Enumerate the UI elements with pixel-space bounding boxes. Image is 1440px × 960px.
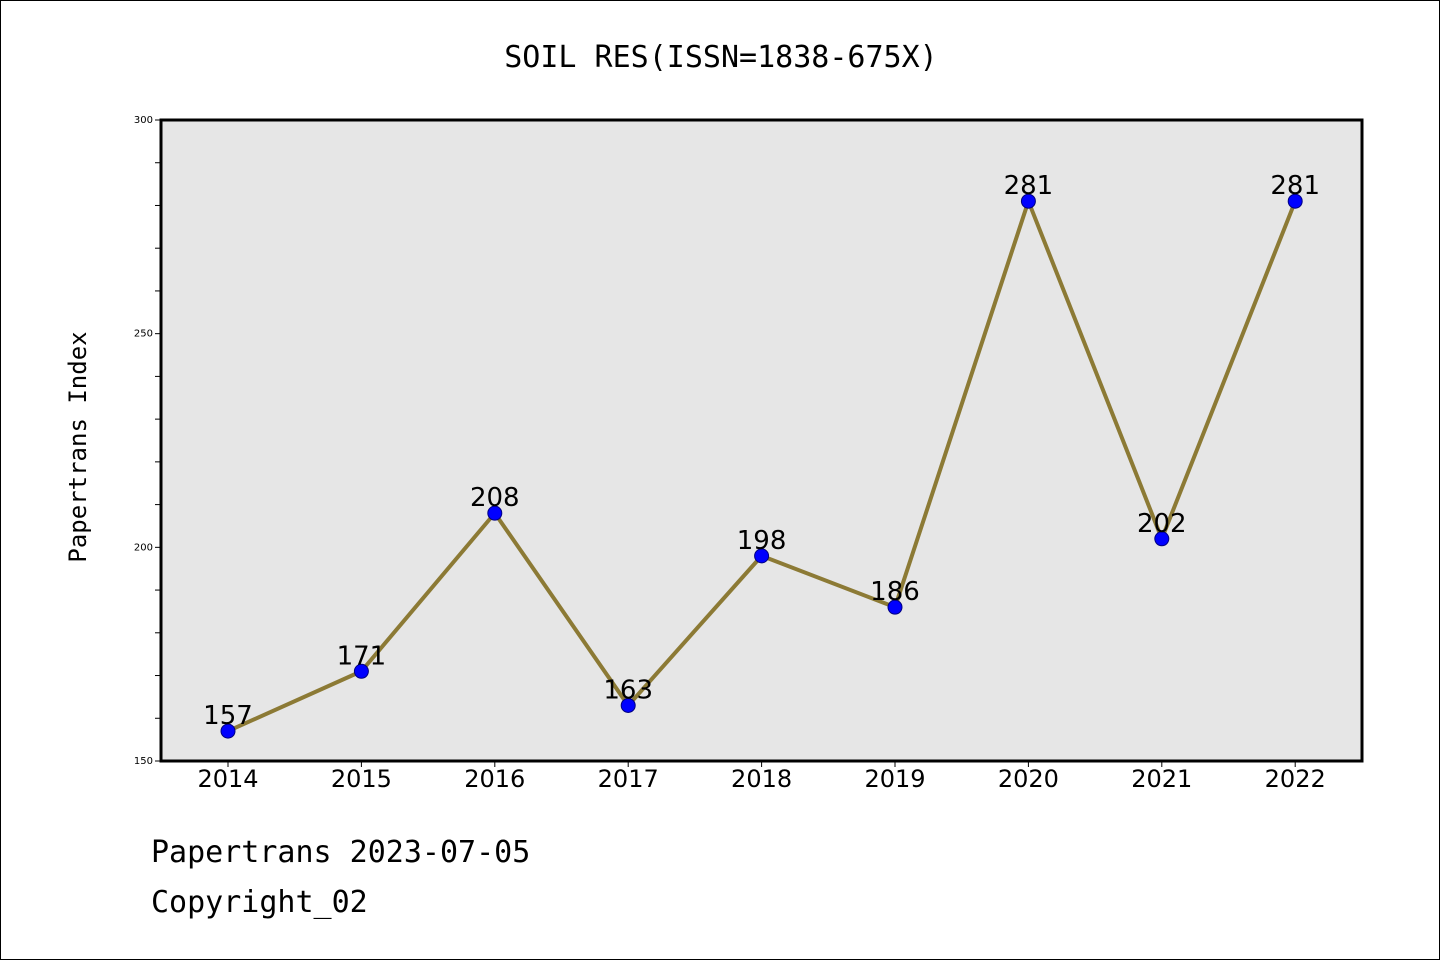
footer-copyright: Copyright_02 [151,885,368,920]
data-point [487,505,503,521]
y-axis-label: Papertrans Index [64,331,92,562]
data-point [1287,193,1303,209]
footer-date: Papertrans 2023-07-05 [151,835,531,870]
data-label: 202 [1137,509,1187,539]
y-tick-label: 150 [134,756,153,767]
data-label: 171 [337,641,387,671]
x-tick-label: 2018 [731,765,792,793]
y-tick-label: 200 [134,542,153,553]
data-point [1020,193,1036,209]
data-point [1154,531,1170,547]
chart-title: SOIL RES(ISSN=1838-675X) [504,40,937,75]
y-tick-label: 250 [134,329,153,340]
data-label: 163 [603,675,653,705]
data-point [220,723,236,739]
x-tick-label: 2015 [331,765,392,793]
data-point [620,697,636,713]
x-tick-label: 2016 [464,765,525,793]
data-point [754,548,770,564]
x-tick-label: 2014 [197,765,258,793]
data-label: 198 [737,526,787,556]
y-tick-label: 300 [134,115,153,126]
data-point [353,663,369,679]
plot-area [159,118,1364,763]
x-tick-label: 2021 [1131,765,1192,793]
data-label: 157 [203,701,253,731]
data-label: 281 [1004,171,1054,201]
x-tick-label: 2020 [998,765,1059,793]
data-label: 186 [870,577,920,607]
data-point [887,599,903,615]
x-tick-label: 2017 [598,765,659,793]
data-label: 208 [470,483,520,513]
data-label: 281 [1270,171,1320,201]
x-tick-label: 2022 [1265,765,1326,793]
x-tick-label: 2019 [864,765,925,793]
